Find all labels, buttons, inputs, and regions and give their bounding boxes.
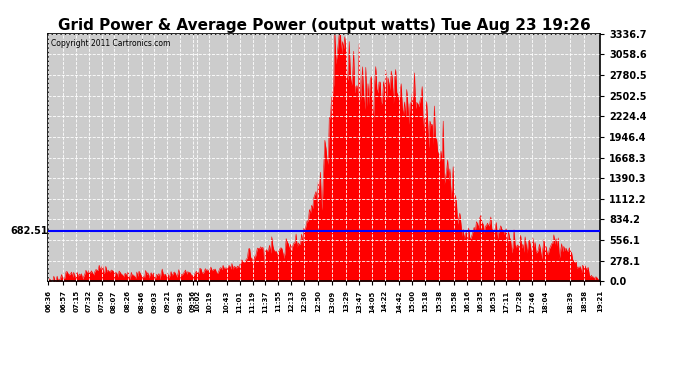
Title: Grid Power & Average Power (output watts) Tue Aug 23 19:26: Grid Power & Average Power (output watts… (58, 18, 591, 33)
Text: Copyright 2011 Cartronics.com: Copyright 2011 Cartronics.com (51, 39, 170, 48)
Text: 682.51: 682.51 (10, 226, 48, 236)
